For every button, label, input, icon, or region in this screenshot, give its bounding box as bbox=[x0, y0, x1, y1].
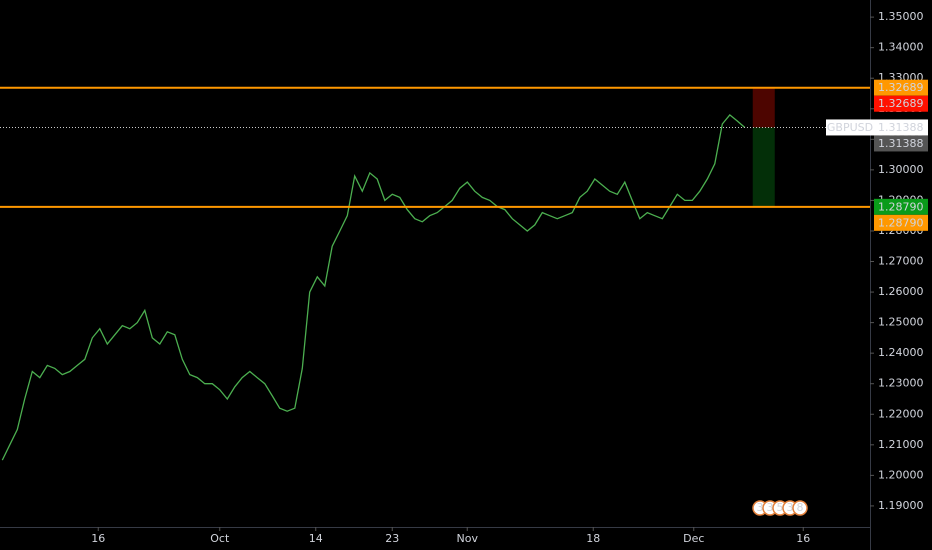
event-badge bbox=[792, 500, 808, 516]
event-count: 3 bbox=[757, 501, 764, 514]
y-tick-label: 1.23000 bbox=[878, 377, 924, 390]
last-price-label: 1.31388 bbox=[878, 121, 924, 134]
y-tick-label: 1.22000 bbox=[878, 407, 924, 420]
symbol-label: GBPUSD bbox=[827, 121, 873, 134]
y-tick-label: 1.25000 bbox=[878, 316, 924, 329]
level-label-box bbox=[874, 214, 928, 231]
symbol-box bbox=[826, 119, 874, 136]
y-tick-label: 1.34000 bbox=[878, 41, 924, 54]
y-tick-label: 1.35000 bbox=[878, 10, 924, 23]
target-zone bbox=[752, 127, 775, 207]
level-label: 1.32689 bbox=[878, 81, 924, 94]
x-tick-label: Dec bbox=[683, 532, 704, 545]
y-tick-label: 1.19000 bbox=[878, 499, 924, 512]
y-tick-label: 1.21000 bbox=[878, 438, 924, 451]
y-tick-label: 1.24000 bbox=[878, 346, 924, 359]
x-tick-label: Nov bbox=[457, 532, 479, 545]
x-tick-label: 16 bbox=[796, 532, 810, 545]
x-tick-label: 14 bbox=[309, 532, 323, 545]
y-tick-label: 1.27000 bbox=[878, 255, 924, 268]
x-tick-label: 16 bbox=[91, 532, 105, 545]
last-price-label-2-box bbox=[874, 135, 928, 152]
level-label: 1.28790 bbox=[878, 216, 924, 229]
stop-label-box bbox=[874, 95, 928, 112]
x-tick-label: 23 bbox=[385, 532, 399, 545]
target-label-box bbox=[874, 198, 928, 215]
price-line bbox=[1, 113, 746, 461]
x-tick-label: 18 bbox=[586, 532, 600, 545]
last-price-label-box bbox=[874, 119, 928, 136]
last-price-label-2: 1.31388 bbox=[878, 137, 924, 150]
event-count: 3 bbox=[787, 501, 794, 514]
level-label-box bbox=[874, 79, 928, 96]
y-tick-label: 1.30000 bbox=[878, 163, 924, 176]
y-tick-label: 1.26000 bbox=[878, 285, 924, 298]
stop-zone bbox=[752, 87, 775, 128]
y-tick-label: 1.20000 bbox=[878, 468, 924, 481]
event-count: 5 bbox=[777, 501, 784, 514]
event-count: 3 bbox=[767, 501, 774, 514]
x-tick-label: Oct bbox=[210, 532, 230, 545]
stop-label: 1.32689 bbox=[878, 97, 924, 110]
event-count: 8 bbox=[797, 501, 804, 514]
target-label: 1.28790 bbox=[878, 200, 924, 213]
